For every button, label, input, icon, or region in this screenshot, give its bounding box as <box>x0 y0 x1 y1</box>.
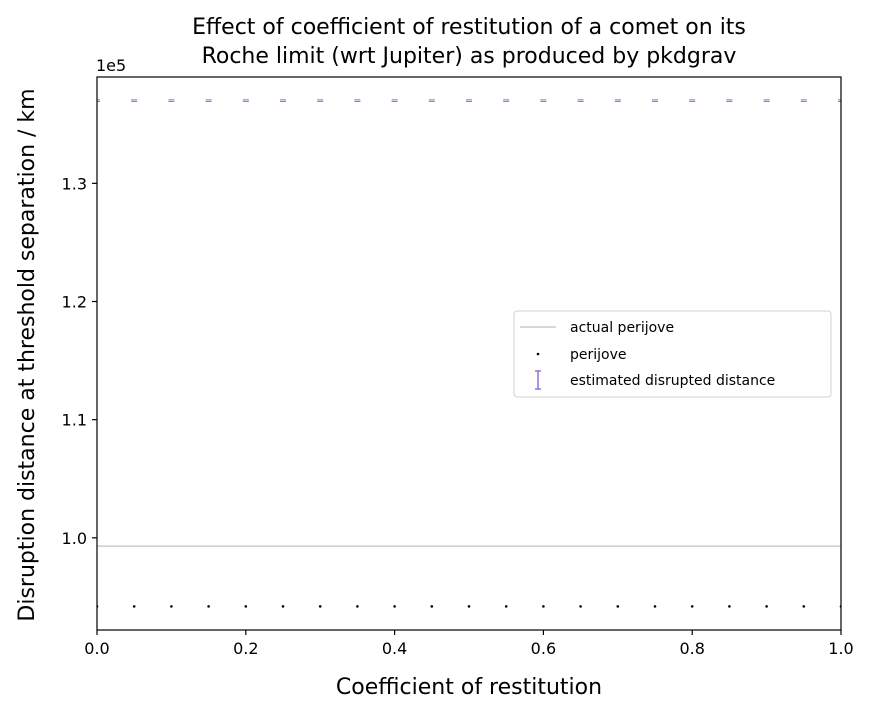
chart-title-line-2: Roche limit (wrt Jupiter) as produced by… <box>202 44 737 69</box>
y-offset-label: 1e5 <box>96 56 126 75</box>
perijove-point <box>690 605 694 608</box>
legend-box <box>513 310 832 398</box>
perijove-point <box>244 605 248 608</box>
axes-frame <box>96 76 842 631</box>
chart-title-line-1: Effect of coefficient of restitution of … <box>192 15 746 40</box>
perijove-point <box>542 605 545 608</box>
y-tick-label: 1.2 <box>62 293 87 312</box>
perijove-point <box>616 605 620 608</box>
x-tick-label: 0.0 <box>84 639 109 658</box>
legend-label: perijove <box>570 347 627 363</box>
perijove-point <box>356 605 359 608</box>
y-tick-label: 1.0 <box>62 529 87 548</box>
legend: actual perijove perijove estimated disrupt… <box>513 310 832 398</box>
perijove-point <box>728 605 731 608</box>
perijove-point <box>170 605 173 608</box>
perijove-point <box>318 605 322 608</box>
perijove-point <box>579 605 582 608</box>
data-layer <box>97 99 841 608</box>
legend-label: actual perijove <box>570 320 674 336</box>
y-tick-label: 1.3 <box>62 174 87 193</box>
x-tick-label: 0.8 <box>679 639 704 658</box>
perijove-point <box>504 605 508 608</box>
perijove-point <box>393 605 396 608</box>
x-tick-label: 1.0 <box>828 639 853 658</box>
perijove-point <box>430 605 434 608</box>
perijove-point <box>765 605 768 608</box>
x-tick-label: 0.2 <box>233 639 258 658</box>
perijove-point <box>802 605 806 608</box>
perijove-point <box>132 605 136 608</box>
legend-label: estimated disrupted distance <box>570 373 775 389</box>
y-axis-label: Disruption distance at threshold separat… <box>15 88 40 621</box>
x-tick-label: 0.4 <box>382 639 407 658</box>
y-tick-label: 1.1 <box>62 411 87 430</box>
x-axis-label: Coefficient of restitution <box>336 675 602 700</box>
legend-marker-perijove <box>536 352 540 356</box>
perijove-point <box>467 605 471 608</box>
perijove-point <box>653 605 657 608</box>
x-tick-label: 0.6 <box>531 639 556 658</box>
perijove-point <box>207 605 210 608</box>
perijove-point <box>281 605 285 608</box>
